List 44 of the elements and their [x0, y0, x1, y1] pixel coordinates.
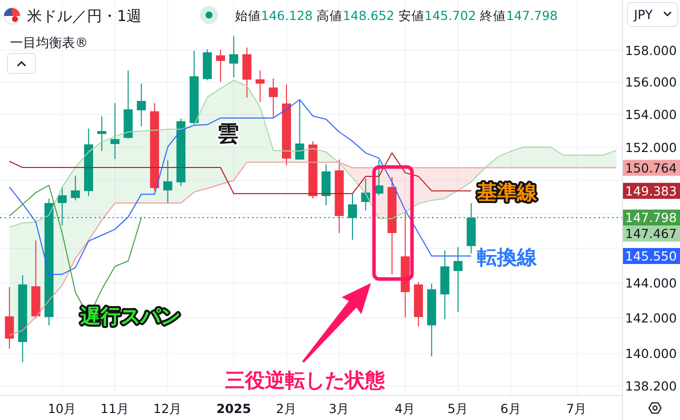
candlestick [163, 160, 172, 204]
candlestick [295, 100, 304, 160]
y-tick-label: 154.000 [625, 107, 677, 122]
text: 147.467 [625, 226, 677, 242]
series-label: 遅行スパン [80, 304, 181, 328]
candlestick [216, 49, 226, 83]
y-tick-label: 142.000 [625, 310, 677, 326]
candlestick [454, 246, 463, 313]
annotation: 雲 [217, 122, 239, 147]
text: 米ドル／円・1週 [27, 7, 142, 25]
y-tick-label: 140.000 [625, 346, 677, 361]
x-tick-label: 6月 [500, 401, 522, 416]
candlestick [268, 78, 278, 118]
series-label: 基準線 [476, 180, 538, 204]
text: 150.764 [625, 160, 677, 176]
y-tick-label: 158.000 [625, 42, 677, 58]
x-tick-label: 11月 [100, 401, 130, 416]
x-tick-label: 12月 [153, 401, 182, 416]
x-tick-label: 2025 [216, 401, 252, 416]
candlestick [4, 286, 14, 350]
candlestick [229, 36, 238, 78]
x-tick-label: 4月 [394, 401, 416, 416]
ref-line-label: 147.798 [625, 210, 677, 226]
y-tick-label: 138.200 [625, 378, 677, 394]
y-tick-label: 152.000 [625, 140, 677, 155]
candlestick [110, 102, 120, 160]
y-tick-label: 144.000 [625, 275, 677, 290]
candlestick [256, 70, 265, 103]
x-tick-label: 7月 [566, 401, 588, 416]
x-tick-label: 3月 [328, 401, 350, 416]
candlestick [97, 116, 106, 152]
y-tick-label: 156.000 [625, 74, 677, 90]
annotation: 一目均衡表® [10, 36, 88, 51]
series-label: 転換線 [477, 245, 538, 270]
annotation: 三役逆転した状態 [225, 368, 386, 392]
text: 145.550 [625, 248, 677, 264]
x-tick-label: 2月 [276, 401, 297, 416]
x-tick-label: 5月 [448, 401, 468, 416]
x-tick-label: 10月 [48, 401, 77, 416]
text: 始値146.128 高値148.652 安値145.702 終値147.798 [235, 8, 558, 23]
text: 149.383 [625, 183, 677, 198]
currency-select: JPY [627, 2, 678, 27]
candlestick [136, 83, 146, 127]
candlestick [70, 175, 80, 201]
